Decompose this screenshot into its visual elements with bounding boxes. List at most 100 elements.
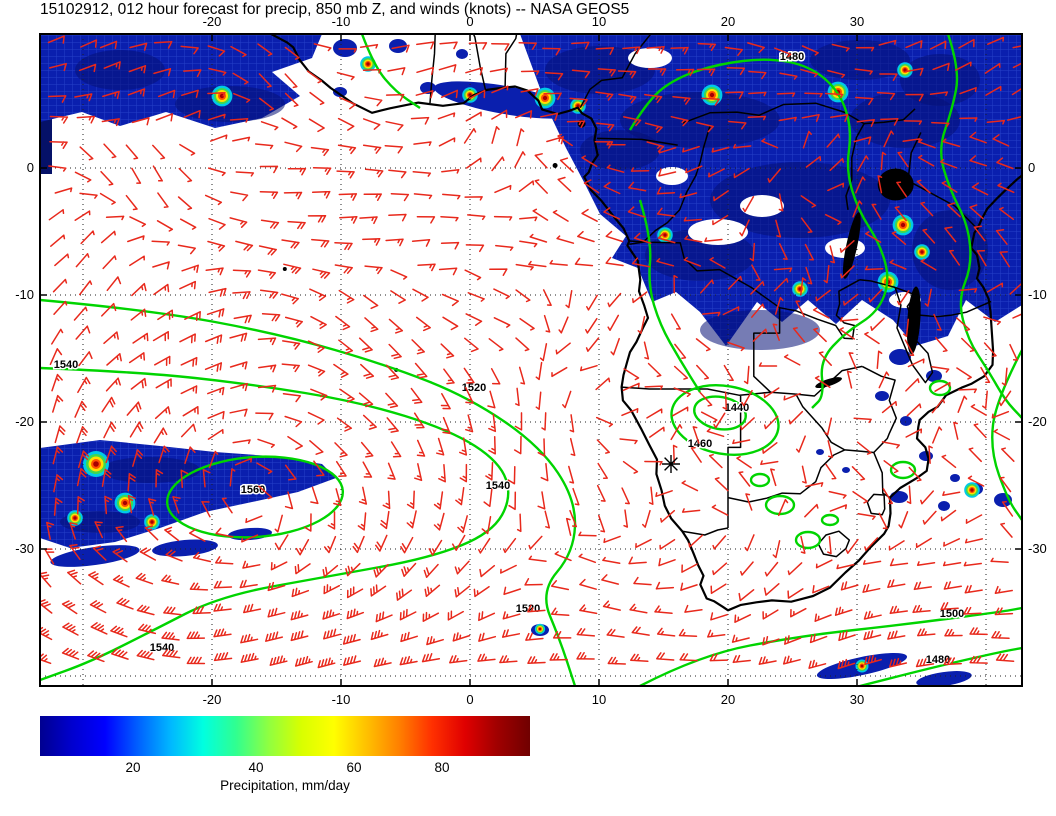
country-border xyxy=(504,34,518,88)
precip-maximum xyxy=(122,500,128,506)
wind-barbs xyxy=(40,35,1022,670)
height-contour-closed xyxy=(165,455,345,539)
country-border xyxy=(727,449,846,503)
country-border xyxy=(682,102,865,211)
precip-maximum xyxy=(663,233,667,237)
lake xyxy=(877,168,914,201)
precip-maximum xyxy=(93,461,99,467)
height-contour-closed xyxy=(928,379,952,397)
chart-title: 15102912, 012 hour forecast for precip, … xyxy=(40,1,630,18)
colorbar-tick-label: 60 xyxy=(346,760,361,775)
precip-maximum xyxy=(73,516,77,520)
contour-label: 1440 xyxy=(725,402,749,414)
country-border xyxy=(621,386,796,397)
precip-maximum xyxy=(150,520,154,524)
x-tick-label-bottom: 0 xyxy=(466,692,473,707)
precip-maximum xyxy=(542,95,548,101)
country-border xyxy=(795,393,846,451)
height-contour xyxy=(940,34,1022,419)
x-tick-label-bottom: 30 xyxy=(850,692,864,707)
asterisk-marker xyxy=(662,455,680,473)
country-border xyxy=(844,365,898,454)
y-tick-label-left: -30 xyxy=(15,541,34,556)
country-border xyxy=(864,108,916,125)
height-contour-closed xyxy=(820,513,840,527)
country-border xyxy=(779,279,860,340)
height-contour xyxy=(991,349,1022,521)
country-border xyxy=(682,527,729,536)
height-contour-closed xyxy=(749,472,771,488)
height-contour xyxy=(360,34,421,109)
contour-label: 1560 xyxy=(241,484,265,496)
precip-maximum xyxy=(970,488,974,492)
colorbar: 20 40 60 80 Precipitation, mm/day xyxy=(40,716,530,793)
axis-labels: -20 -20 -10 -10 0 0 10 10 20 20 30 30 0 0 -10 -10 -20 -20… xyxy=(15,14,1047,707)
country-border xyxy=(866,493,886,516)
precip-maximum xyxy=(366,62,370,66)
contour-label: 1540 xyxy=(54,359,78,371)
country-border xyxy=(817,530,851,558)
country-border xyxy=(894,286,934,384)
contour-label: 1520 xyxy=(516,603,540,615)
contour-label: 1540 xyxy=(150,642,174,654)
map-frame xyxy=(39,33,1023,687)
country-border xyxy=(727,396,742,528)
precip-maximum xyxy=(709,92,715,98)
y-tick-label-left: 0 xyxy=(27,160,34,175)
y-tick-label-right: -30 xyxy=(1028,541,1047,556)
height-contour xyxy=(638,199,702,393)
x-tick-label-top: 10 xyxy=(592,14,606,29)
island xyxy=(552,163,558,168)
country-border xyxy=(916,300,992,318)
y-tick-label-left: -20 xyxy=(15,414,34,429)
height-contour xyxy=(40,366,510,682)
x-tick-label-top: -20 xyxy=(203,14,222,29)
height-contour xyxy=(40,298,577,686)
colorbar-tick-label: 20 xyxy=(125,760,140,775)
y-tick-label-right: 0 xyxy=(1028,160,1035,175)
height-contour-closed xyxy=(693,395,747,431)
country-border xyxy=(873,452,891,499)
precip-maximum xyxy=(900,222,906,228)
africa-coastline xyxy=(269,34,1022,612)
x-tick-label-top: 30 xyxy=(850,14,864,29)
contour-label: 1480 xyxy=(780,51,804,63)
height-contours: 1540156015201540152015401500148014401460… xyxy=(40,34,1022,686)
lake xyxy=(906,286,921,355)
country-border xyxy=(907,180,977,228)
x-tick-label-top: 0 xyxy=(466,14,473,29)
x-tick-label-top: -10 xyxy=(332,14,351,29)
height-contour-closed xyxy=(670,384,780,456)
height-contour-closed xyxy=(794,530,822,550)
x-tick-label-bottom: -20 xyxy=(203,692,222,707)
precip-maximum xyxy=(920,250,924,254)
precip-maximum xyxy=(538,627,542,631)
colorbar-gradient xyxy=(40,716,530,756)
lake xyxy=(842,212,861,279)
colorbar-label: Precipitation, mm/day xyxy=(220,778,350,793)
y-tick-label-right: -20 xyxy=(1028,414,1047,429)
contour-label: 1540 xyxy=(486,480,510,492)
axes-frame xyxy=(39,33,1023,687)
colorbar-tick-label: 80 xyxy=(434,760,449,775)
station-marker xyxy=(662,455,680,473)
height-contour xyxy=(639,606,1022,686)
island xyxy=(282,267,287,271)
wind-barb-field xyxy=(40,35,1022,670)
x-tick-label-bottom: 10 xyxy=(592,692,606,707)
y-tick-label-left: -10 xyxy=(15,287,34,302)
height-contour xyxy=(859,646,1022,686)
precip-field xyxy=(40,34,1022,686)
x-tick-label-bottom: -10 xyxy=(332,692,351,707)
country-border xyxy=(597,137,678,146)
colorbar-tick-label: 40 xyxy=(248,760,263,775)
country-border xyxy=(472,34,487,91)
height-contour xyxy=(628,58,889,409)
y-tick-label-right: -10 xyxy=(1028,287,1047,302)
contour-label: 1500 xyxy=(940,608,964,620)
x-tick-label-bottom: 20 xyxy=(721,692,735,707)
height-contour-closed xyxy=(889,460,917,480)
precip-maximum xyxy=(860,664,864,668)
